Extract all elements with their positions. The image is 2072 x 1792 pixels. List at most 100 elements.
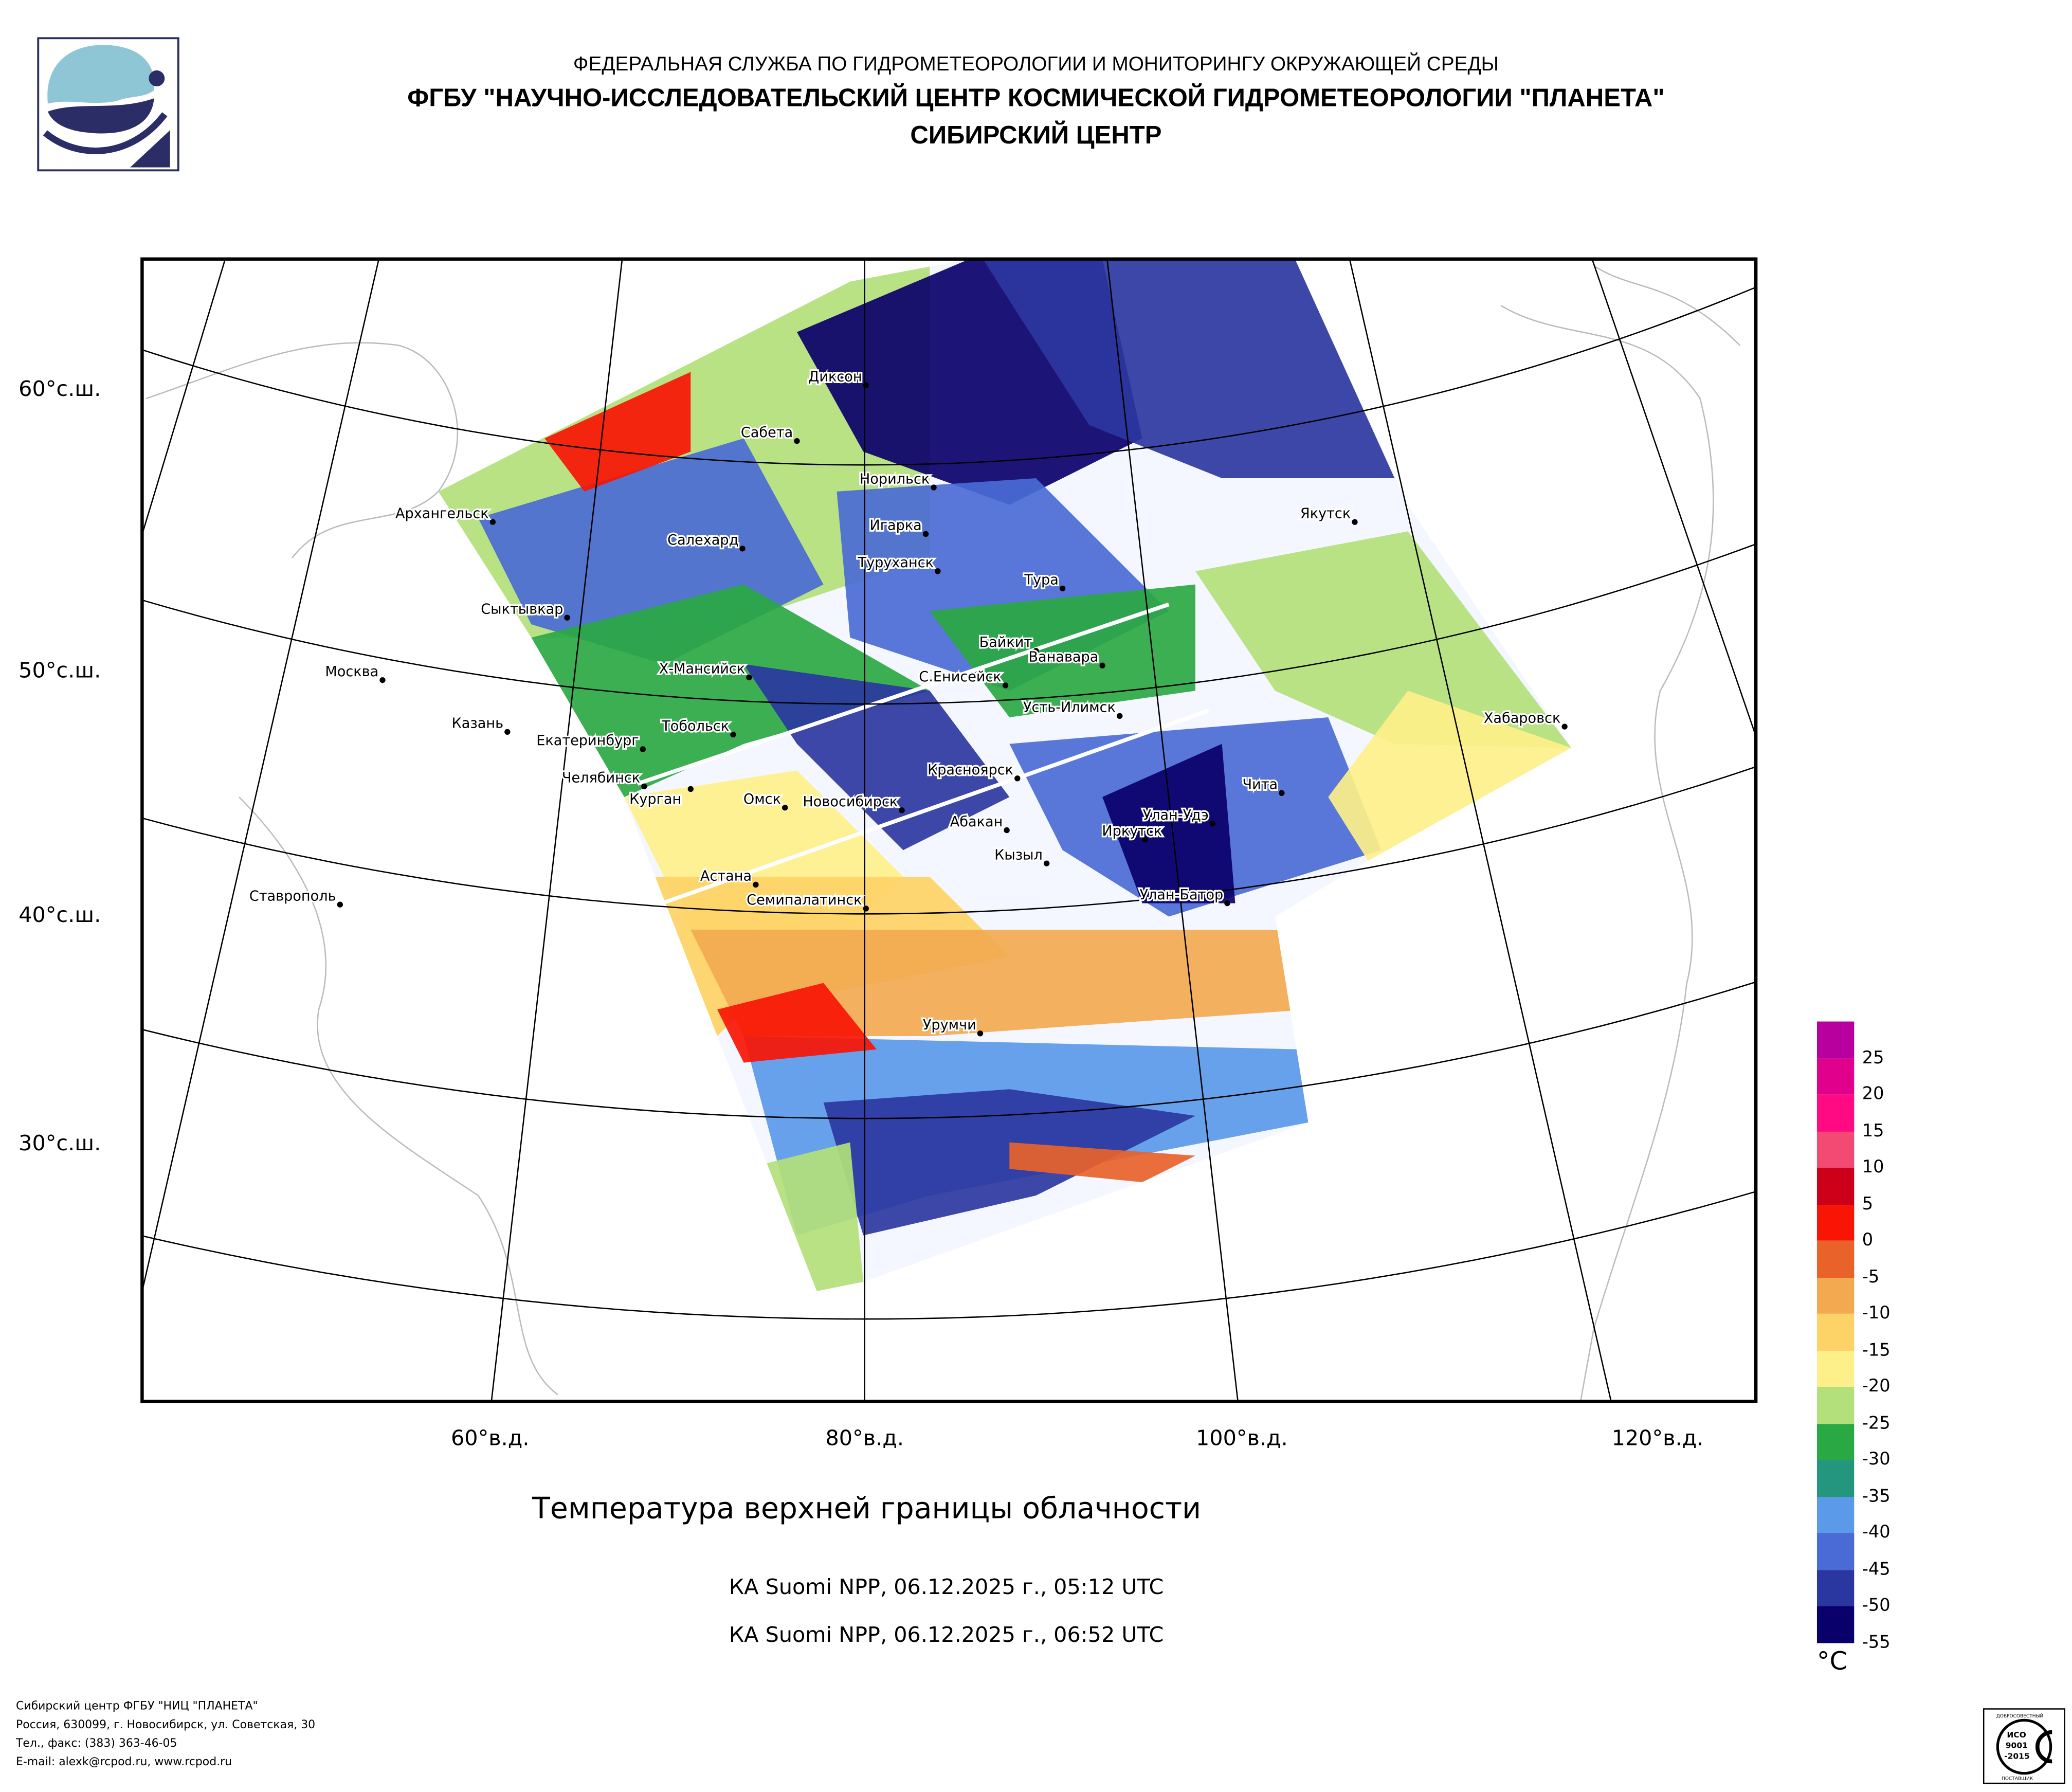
city-dot [504,729,511,735]
city-5: Салехард [666,531,746,552]
city-dot [1279,790,1285,796]
cloud-patch [1102,744,1235,903]
colorbar-segment [1816,1277,1855,1314]
lat-label-40: 40°с.ш. [19,902,101,928]
city-dot [753,881,759,888]
city-dot [730,731,736,738]
city-dot [746,674,752,681]
cloud-patch [717,983,877,1063]
city-dot [935,568,941,574]
iso-line-2: 9001 [2006,1741,2028,1750]
city-dot [1033,648,1039,654]
city-markers: Диксон Сабета Норильск Архангельск Якутск Сал… [248,367,1568,1037]
colorbar-segment [1816,1496,1855,1533]
city-dot [489,519,496,525]
city-2: Норильск [858,469,937,491]
city-label: Норильск [860,471,930,487]
city-34: Урумчи [921,1016,984,1037]
city-label: Москва [325,664,378,680]
lon-label-120: 120°в.д. [1611,1425,1704,1451]
colorbar-label: -50 [1862,1597,1891,1617]
city-label: Улан-Батор [1139,887,1223,903]
city-label: Чита [1243,776,1278,792]
city-label: Сабета [741,425,793,441]
city-4: Якутск [1299,504,1358,525]
colorbar-segment [1816,1058,1855,1095]
pass-1: КА Suomi NPP, 06.12.2025 г., 05:12 UTC [729,1574,1164,1600]
city-dot [1117,713,1123,719]
city-dot [687,786,694,792]
coastlines [146,265,1741,1402]
colorbar-segment [1816,1533,1855,1570]
colorbar-label: 15 [1862,1121,1884,1142]
city-label: Урумчи [923,1017,976,1033]
city-7: Туруханск [856,553,941,574]
cloud-patch [531,584,930,797]
city-dot [863,906,869,912]
iso-line-3: -2015 [2004,1751,2030,1761]
city-dot [863,382,869,388]
city-18: Тобольск [660,717,736,738]
city-27: Абакан [949,812,1010,834]
city-dot [1224,900,1230,907]
city-3: Архангельск [394,504,496,525]
scan-gap [637,602,1170,786]
city-dot [931,484,937,491]
city-30: Ставрополь [248,886,343,908]
footer-phone: Тел., факс: (383) 363-46-05 [15,1737,177,1751]
city-21: Челябинск [560,768,647,789]
city-label: Улан-Удэ [1143,807,1209,823]
cloud-patch [544,372,691,492]
city-dot [1142,836,1148,843]
colorbar-segment [1816,1606,1855,1643]
institute-name: ФГБУ "НАУЧНО-ИССЛЕДОВАТЕЛЬСКИЙ ЦЕНТР КОС… [407,85,1665,113]
colorbar-segment [1816,1387,1855,1424]
colorbar-label: 20 [1862,1084,1884,1105]
colorbar-label: -35 [1862,1487,1891,1507]
colorbar-label: 10 [1862,1157,1884,1178]
city-31: Астана [699,866,759,888]
city-32: Семипалатинск [745,891,869,912]
colorbar-segment [1816,1314,1855,1351]
colorbar-label: -15 [1862,1341,1891,1361]
city-dot [337,901,343,908]
city-label: Туруханск [858,555,934,571]
lat-label-50: 50°с.ш. [19,657,101,683]
city-label: Казань [451,716,503,732]
city-dot [1352,519,1358,525]
city-label: Ставрополь [249,888,336,904]
city-33: Улан-Батор [1138,885,1230,907]
colorbar-segment [1816,1350,1855,1387]
city-label: Челябинск [562,770,640,786]
city-dot [564,614,570,621]
city-26: Улан-Удэ [1141,806,1216,827]
cloud-patch [1009,1142,1195,1183]
city-dot [899,807,905,813]
cloud-patch [983,259,1395,478]
city-dot [739,546,746,552]
lon-label-60: 60°в.д. [450,1425,530,1451]
city-10: Байкит [977,633,1039,654]
colorbar-segment [1816,1423,1855,1460]
map-frame [140,257,1758,1403]
city-label: Семипалатинск [747,892,862,908]
product-title: Температура верхней границы облачности [532,1493,1202,1527]
city-label: Усть-Илимск [1023,700,1116,716]
city-label: Омск [743,791,781,807]
city-label: Тура [1024,572,1058,588]
lat-label-60: 60°с.ш. [19,376,101,402]
planeta-logo [37,37,179,172]
city-0: Диксон [807,367,869,388]
colorbar-label: -20 [1862,1377,1891,1398]
city-20: Красноярск [926,761,1021,782]
city-label: Хабаровск [1484,710,1561,726]
city-dot [641,783,647,789]
pass-2: КА Suomi NPP, 06.12.2025 г., 06:52 UTC [729,1622,1164,1648]
city-15: Усть-Илимск [1022,698,1123,719]
city-dot [1059,585,1066,592]
lon-label-80: 80°в.д. [825,1425,904,1451]
meridian-line [142,259,380,1295]
city-dot [1209,820,1216,827]
city-dot [782,804,788,811]
